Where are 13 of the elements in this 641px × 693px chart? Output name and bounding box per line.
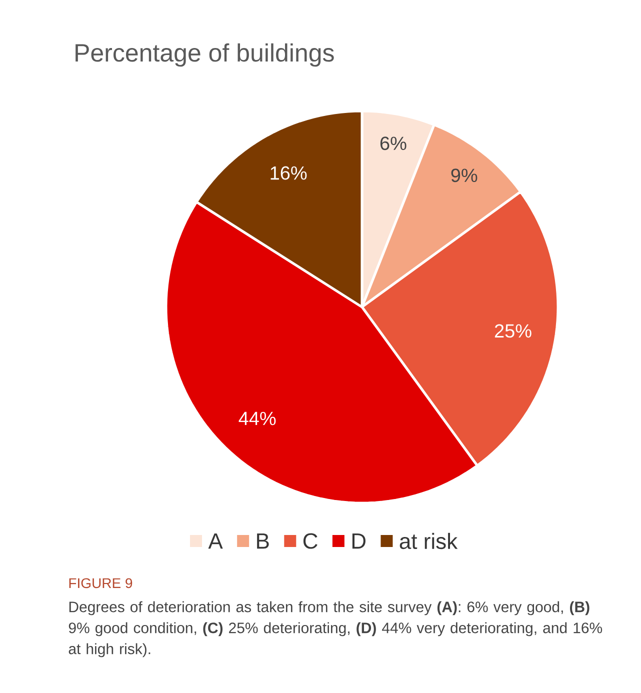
chart-title: Percentage of buildings xyxy=(76,43,334,67)
legend-label: B xyxy=(257,533,269,549)
legend-label: C xyxy=(303,533,318,549)
text: Degrees of deterioration as taken from the site survey (A): 6% very good, (B) 9% good condition, (C) 25% deteriorating, (D) 44% very deteriorating, and 16% at high risk). xyxy=(68,601,602,658)
data-label: 25% xyxy=(494,324,532,338)
caption: FIGURE 9 xyxy=(69,578,132,588)
data-label: 9% xyxy=(451,168,478,182)
data-label: 6% xyxy=(380,136,406,150)
data-label: 44% xyxy=(238,412,276,426)
legend-label: D xyxy=(352,533,366,549)
legend-label: at risk xyxy=(400,532,458,550)
data-label: 16% xyxy=(270,166,307,180)
legend-label: A xyxy=(208,533,223,549)
